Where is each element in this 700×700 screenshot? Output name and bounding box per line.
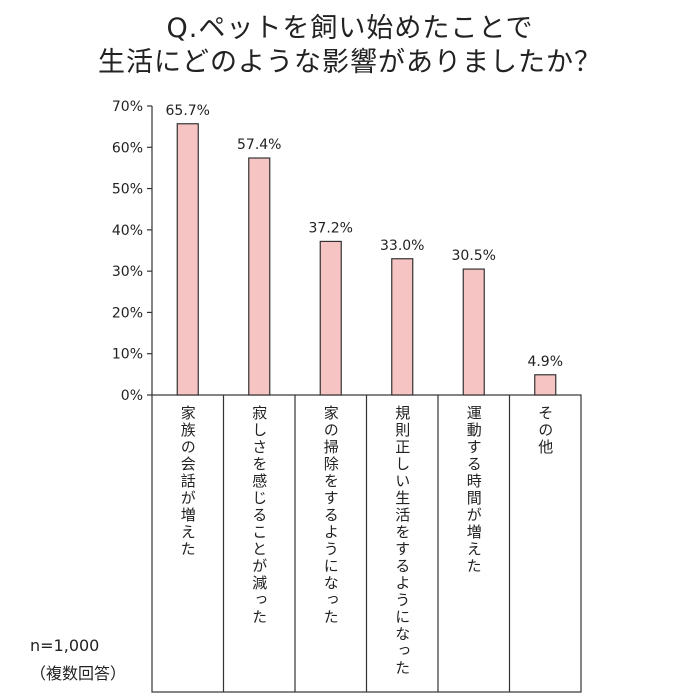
category-label: 運動する時間が増えた (465, 405, 483, 575)
y-tick-label: 60% (112, 140, 143, 156)
bar (534, 374, 557, 396)
category-label: その他 (536, 405, 554, 456)
chart-title-line1: Q.ペットを飼い始めたことで (166, 13, 534, 44)
bar-value-label: 65.7% (166, 103, 210, 119)
bar (176, 123, 199, 396)
bar (462, 268, 485, 396)
bar-value-label: 30.5% (452, 248, 496, 264)
bar-value-label: 33.0% (380, 238, 424, 254)
y-tick-label: 10% (112, 347, 143, 363)
bar-value-label: 4.9% (527, 354, 563, 370)
category-label: 寂しさを感じることが減った (250, 405, 268, 626)
bar-value-label: 57.4% (237, 137, 281, 153)
category-label: 家族の会話が増えた (179, 405, 197, 558)
y-tick-label: 70% (112, 99, 143, 115)
bar (319, 240, 342, 396)
chart-title-line2: 生活にどのような影響がありましたか？ (98, 47, 602, 78)
y-tick-label: 40% (112, 223, 143, 239)
sample-size-note: n=1,000 (30, 636, 100, 655)
response-type-note: （複数回答） (30, 664, 127, 683)
y-tick-label: 20% (112, 305, 143, 321)
category-label: 規則正しい生活をするようになった (393, 405, 411, 677)
category-label: 家の掃除をするようになった (322, 405, 340, 626)
y-tick-label: 0% (121, 388, 143, 404)
bar-value-label: 37.2% (309, 220, 353, 236)
bar (248, 157, 271, 396)
y-tick-label: 50% (112, 182, 143, 198)
bar (391, 258, 414, 396)
y-tick-label: 30% (112, 264, 143, 280)
